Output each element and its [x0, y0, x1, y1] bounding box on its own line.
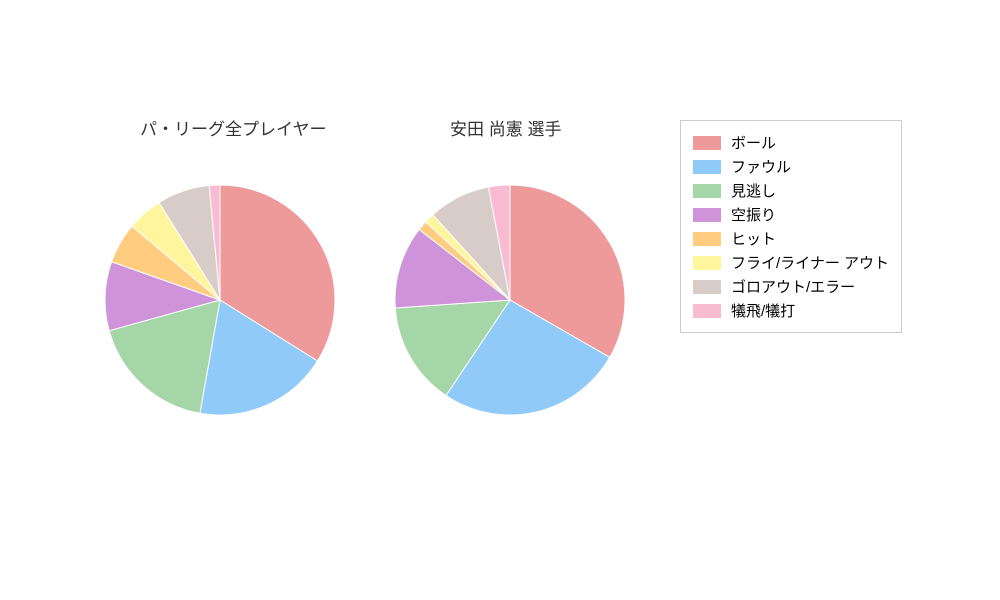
pie-title-0: パ・リーグ全プレイヤー [140, 115, 327, 140]
pie-chart-0 [103, 183, 337, 417]
legend-label: 空振り [731, 204, 776, 225]
legend-label: ゴロアウト/エラー [731, 276, 855, 297]
legend-item: フライ/ライナー アウト [693, 252, 889, 273]
legend-item: 犠飛/犠打 [693, 300, 889, 321]
legend-label: ボール [731, 132, 776, 153]
legend-swatch [693, 256, 721, 270]
legend-swatch [693, 232, 721, 246]
legend-item: ゴロアウト/エラー [693, 276, 889, 297]
pie-chart-1 [393, 183, 627, 417]
legend-item: 見逃し [693, 180, 889, 201]
legend-item: ボール [693, 132, 889, 153]
legend-swatch [693, 136, 721, 150]
legend-swatch [693, 208, 721, 222]
legend: ボールファウル見逃し空振りヒットフライ/ライナー アウトゴロアウト/エラー犠飛/… [680, 120, 902, 333]
legend-item: ファウル [693, 156, 889, 177]
legend-item: 空振り [693, 204, 889, 225]
legend-label: フライ/ライナー アウト [731, 252, 889, 273]
pie-title-1: 安田 尚憲 選手 [450, 115, 561, 140]
legend-swatch [693, 280, 721, 294]
legend-label: ヒット [731, 228, 776, 249]
legend-label: ファウル [731, 156, 791, 177]
legend-swatch [693, 160, 721, 174]
chart-container: パ・リーグ全プレイヤー33.918.917.99.7安田 尚憲 選手33.326… [0, 0, 1000, 600]
legend-swatch [693, 184, 721, 198]
legend-label: 犠飛/犠打 [731, 300, 795, 321]
legend-item: ヒット [693, 228, 889, 249]
legend-swatch [693, 304, 721, 318]
legend-label: 見逃し [731, 180, 776, 201]
